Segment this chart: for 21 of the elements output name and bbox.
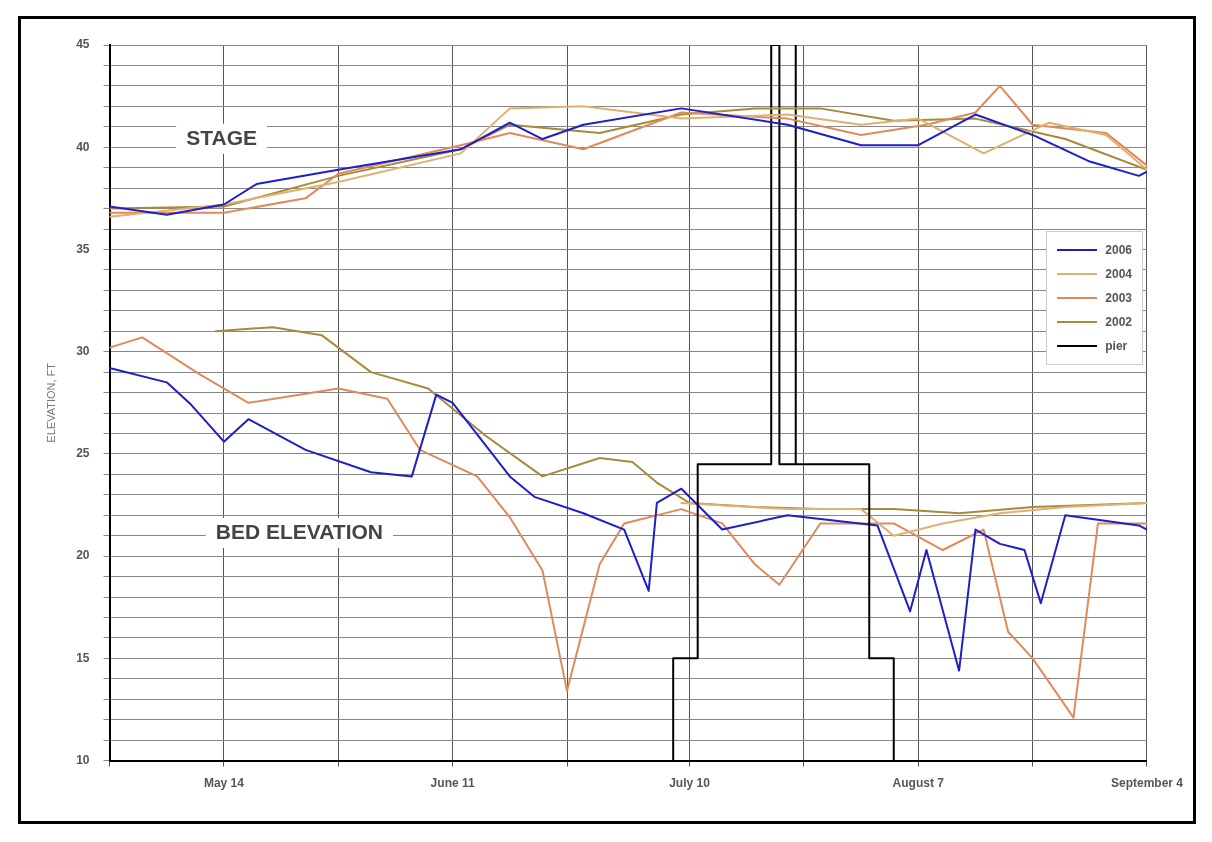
- x-tick-label: June 11: [430, 776, 475, 791]
- y-tick-label: 20: [76, 548, 90, 563]
- x-tick-label: May 14: [203, 776, 245, 791]
- x-tick-label: September 4: [1110, 776, 1184, 791]
- x-tick-label: July 10: [669, 776, 711, 791]
- annotation: STAGE: [186, 125, 257, 149]
- y-tick-label: 40: [76, 139, 90, 154]
- legend-label: pier: [1105, 339, 1128, 354]
- legend-label: 2003: [1105, 291, 1132, 306]
- y-tick-label: 45: [76, 37, 90, 52]
- legend-label: 2006: [1105, 243, 1132, 258]
- y-tick-label: 35: [76, 241, 90, 256]
- legend-label: 2002: [1105, 315, 1132, 330]
- annotation: BED ELEVATION: [215, 519, 384, 543]
- y-axis-title: ELEVATION, FT: [44, 362, 57, 443]
- x-tick-label: August 7: [892, 776, 945, 791]
- y-tick-label: 30: [76, 344, 90, 358]
- y-tick-label: 25: [76, 446, 90, 461]
- y-tick-label: 10: [76, 752, 90, 767]
- y-tick-label: 15: [76, 650, 90, 665]
- legend-label: 2004: [1105, 267, 1132, 282]
